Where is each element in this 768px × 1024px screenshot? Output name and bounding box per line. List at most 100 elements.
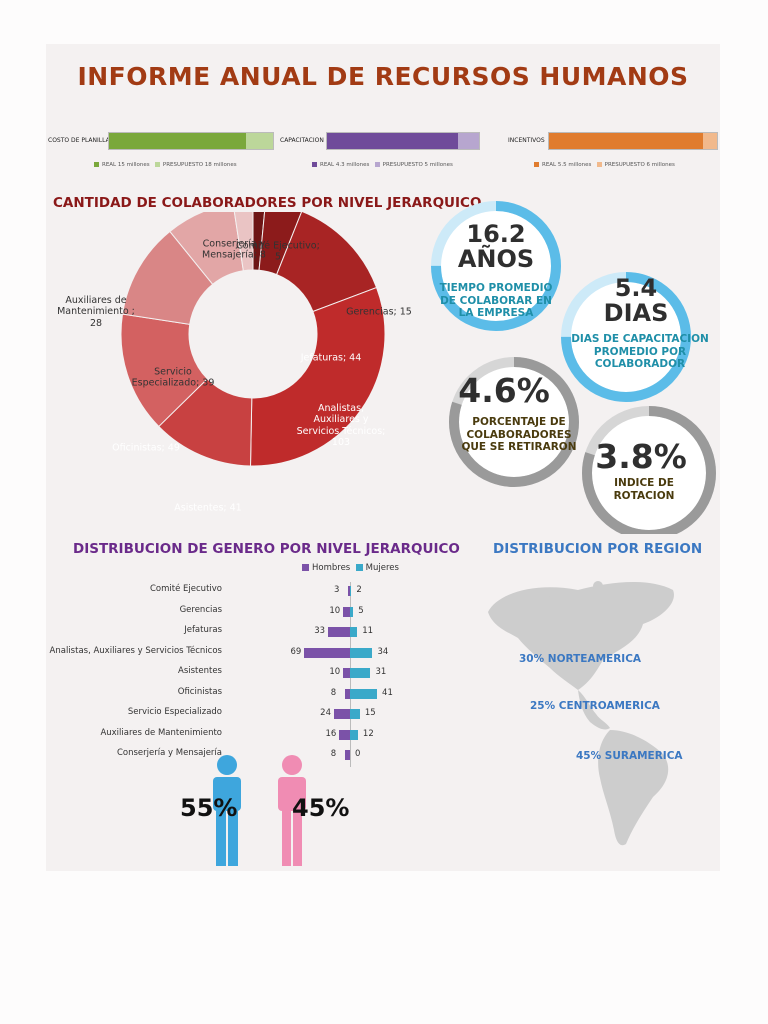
budget-bar-0: [108, 132, 274, 150]
value-hombres: 24: [320, 708, 331, 718]
donut-slice-label: Servicio Especializado; 39: [131, 366, 215, 389]
value-mujeres: 2: [356, 585, 362, 595]
stat-rings: [431, 201, 716, 534]
legend-real: REAL 15 millones: [102, 162, 150, 168]
category-label: Servicio Especializado: [127, 707, 222, 717]
swatch-budget: [374, 162, 380, 167]
bar-hombres: [339, 729, 350, 740]
real-fill-2: [549, 133, 703, 149]
americas-map: [488, 581, 674, 846]
woman-icon: [278, 755, 306, 866]
gender-title: DISTRIBUCION DE GENERO POR NIVEL JERARQU…: [73, 541, 460, 557]
donut-title: CANTIDAD DE COLABORADORES POR NIVEL JERA…: [53, 195, 482, 211]
donut-slice-label: Auxiliares de Mantenimiento ; 28: [57, 294, 135, 329]
legend-real: REAL 5.5 millones: [542, 162, 592, 168]
donut-slice-label: Gerencias; 15: [346, 306, 412, 318]
bar-mujeres: [350, 729, 358, 740]
donut-slice-label: Comité Ejecutivo; 5: [236, 240, 320, 263]
ring-value: 3.8%: [591, 437, 691, 476]
region-label-south: 45% SURAMERICA: [576, 750, 683, 762]
legend-hombres: Hombres: [312, 563, 351, 573]
ring-value-main: 5.4: [614, 274, 658, 302]
value-mujeres: 11: [362, 626, 374, 636]
category-label: Comité Ejecutivo: [150, 584, 222, 594]
gender-legend: Hombres Mujeres: [302, 563, 399, 573]
value-mujeres: 0: [355, 749, 361, 759]
region-label-central: 25% CENTROAMERICA: [530, 700, 660, 712]
poster: INFORME ANUAL DE RECURSOS HUMANOS COSTO …: [46, 44, 720, 871]
category-label: Asistentes: [178, 666, 222, 676]
bar-hombres: [343, 606, 350, 617]
donut-chart: [120, 212, 386, 467]
bar-hombres: [348, 586, 350, 596]
value-hombres: 8: [330, 687, 337, 698]
legend-budget: PRESUPUESTO 6 millones: [604, 162, 675, 168]
ring-caption: TIEMPO PROMEDIO DE COLABORAR EN LA EMPRE…: [439, 282, 553, 320]
region-label-north: 30% NORTEAMERICA: [519, 653, 642, 665]
value-hombres: 10: [329, 605, 341, 616]
bar-mujeres: [350, 688, 378, 699]
category-label: Auxiliares de Mantenimiento: [100, 727, 222, 738]
legend-mujeres: Mujeres: [365, 563, 399, 573]
budget-legend-2: REAL 5.5 millones PRESUPUESTO 6 millones: [534, 162, 675, 168]
legend-swatch-mujeres: [355, 564, 363, 571]
bar-hombres: [344, 688, 350, 699]
value-hombres: 33: [314, 626, 326, 636]
ring-caption: INDICE DE ROTACION: [613, 477, 675, 502]
bar-mujeres: [350, 668, 371, 678]
value-mujeres: 31: [375, 667, 387, 677]
bar-hombres: [304, 647, 350, 658]
central-america-shape: [578, 690, 610, 730]
ring-arc: [561, 272, 691, 402]
swatch-budget: [596, 162, 602, 167]
value-hombres: 16: [325, 728, 337, 739]
bar-hombres: [343, 668, 350, 678]
donut-slice-label: Conserjería y Mensajería; 8: [202, 238, 266, 261]
category-label: Oficinistas: [177, 686, 222, 697]
legend-budget: PRESUPUESTO 5 millones: [382, 162, 453, 168]
ring-value-unit: AÑOS: [457, 245, 535, 274]
donut-slice: [233, 212, 254, 272]
ring-caption: DIAS DE CAPACITACION PROMEDIO POR COLABO…: [571, 333, 709, 371]
ring-value: 5.4 DIAS: [586, 274, 686, 326]
swatch-budget: [154, 162, 160, 167]
value-mujeres: 34: [377, 646, 389, 657]
south-america-shape: [598, 730, 669, 846]
donut-slice-label: Oficinistas; 49: [112, 442, 180, 454]
real-fill-1: [327, 133, 458, 149]
ring-value: 16.2 AÑOS: [446, 220, 546, 274]
value-mujeres: 41: [382, 687, 393, 698]
budget-label-2: INCENTIVOS: [508, 137, 545, 144]
bar-hombres: [344, 750, 350, 760]
budget-bar-1: [326, 132, 480, 150]
swatch-real: [312, 162, 317, 167]
value-hombres: 8: [330, 749, 337, 759]
ring-arc: [431, 201, 561, 331]
man-icon: [213, 755, 241, 866]
real-fill-0: [109, 133, 246, 149]
bar-hombres: [334, 709, 350, 719]
swatch-real: [534, 162, 539, 167]
donut-slice: [169, 212, 244, 285]
ring-value-main: 3.8%: [595, 437, 687, 476]
legend-real: REAL 4.3 millones: [320, 162, 370, 168]
bar-mujeres: [350, 606, 354, 617]
value-hombres: 69: [290, 646, 302, 657]
budget-label-1: CAPACITACION: [280, 137, 324, 144]
value-hombres: 3: [334, 585, 340, 595]
legend-swatch-hombres: [302, 564, 309, 571]
north-america-shape: [488, 582, 674, 690]
legend-budget: PRESUPUESTO 18 millones: [162, 162, 237, 168]
women-percent: 45%: [292, 794, 350, 822]
category-label: Analistas, Auxiliares y Servicios Técnic…: [49, 645, 222, 656]
bar-mujeres: [350, 627, 358, 637]
donut-slice: [249, 286, 386, 467]
budget-legend-1: REAL 4.3 millones PRESUPUESTO 5 millones: [312, 162, 453, 168]
value-mujeres: 12: [362, 728, 374, 739]
donut-slice-label: Analistas, Auxiliares y Servicios Técnic…: [296, 403, 386, 449]
ring-arc: [449, 357, 579, 487]
swatch-real: [94, 162, 99, 167]
value-hombres: 10: [329, 667, 341, 677]
ring-value-main: 16.2: [466, 220, 526, 248]
budget-bar-2: [548, 132, 718, 150]
